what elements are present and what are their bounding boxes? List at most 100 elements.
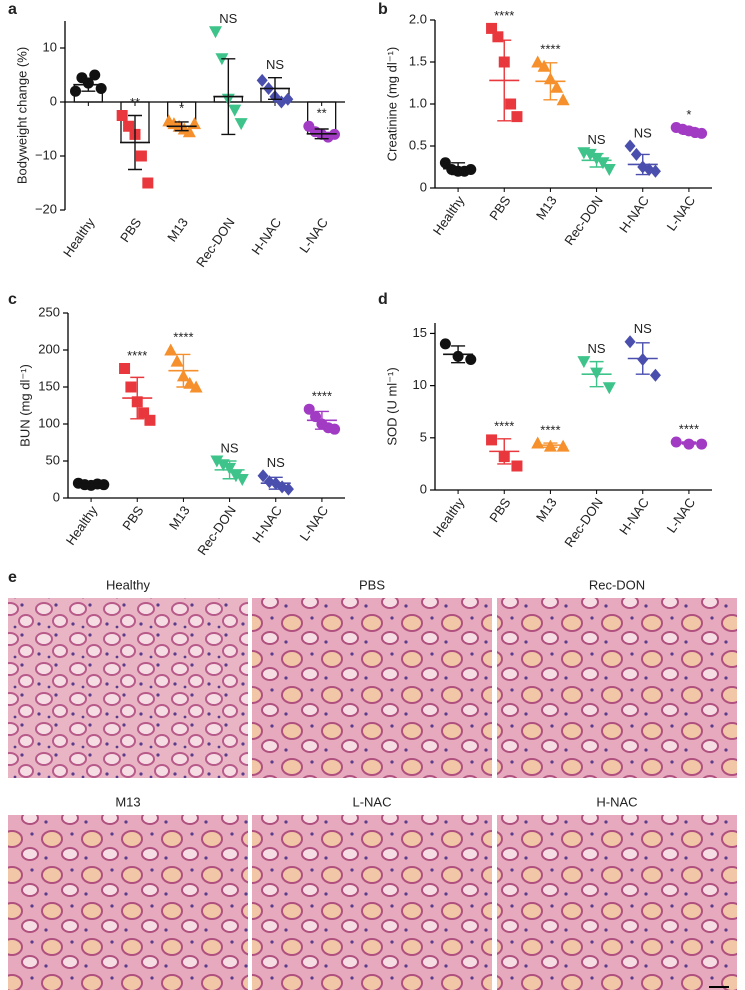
- data-point: [209, 26, 222, 39]
- data-point: [303, 403, 315, 415]
- data-point: [465, 354, 477, 366]
- x-tick-label: Rec-DON: [561, 495, 606, 550]
- y-axis-title: BUN (mg dl⁻¹): [17, 364, 32, 447]
- image-title: PBS: [359, 577, 385, 592]
- significance-label: NS: [221, 440, 239, 455]
- y-axis-title: Creatinine (mg dl⁻¹): [384, 47, 399, 162]
- x-tick-label: Healthy: [430, 495, 468, 540]
- data-point: [234, 118, 248, 131]
- image-title: M13: [115, 794, 140, 809]
- image-title: H-NAC: [596, 794, 637, 809]
- significance-label: **: [130, 95, 140, 110]
- data-point: [144, 414, 156, 426]
- y-tick-label: 0: [50, 93, 57, 108]
- data-point: [556, 93, 570, 106]
- x-tick-label: PBS: [117, 215, 144, 245]
- panel-label: d: [378, 291, 388, 308]
- x-tick-label: M13: [533, 495, 560, 524]
- x-tick-label: H-NAC: [249, 503, 285, 545]
- significance-label: ****: [127, 348, 147, 363]
- significance-label: NS: [588, 132, 606, 147]
- data-point: [624, 335, 636, 349]
- data-point: [505, 98, 517, 110]
- data-point: [95, 83, 107, 94]
- data-point: [465, 164, 477, 176]
- data-point: [282, 92, 294, 106]
- data-point: [624, 139, 636, 153]
- histology-image: [252, 815, 492, 990]
- y-tick-label: 0: [420, 481, 427, 496]
- y-tick-label: 0.5: [409, 137, 427, 152]
- significance-label: ****: [494, 8, 514, 23]
- y-tick-label: 1.0: [409, 95, 427, 110]
- y-tick-label: 250: [38, 304, 60, 319]
- data-point: [486, 22, 498, 34]
- x-tick-label: Healthy: [60, 215, 98, 260]
- x-tick-label: Healthy: [63, 503, 101, 548]
- data-point: [537, 59, 551, 72]
- x-tick-label: PBS: [486, 495, 513, 525]
- data-point: [531, 436, 545, 449]
- y-tick-label: 15: [413, 325, 427, 340]
- significance-label: ****: [312, 389, 332, 404]
- significance-label: **: [317, 106, 327, 121]
- y-tick-label: 0: [53, 489, 60, 504]
- significance-label: ****: [540, 41, 560, 56]
- x-tick-label: M13: [533, 193, 560, 222]
- data-point: [696, 127, 708, 139]
- significance-label: ****: [540, 422, 560, 437]
- x-tick-label: H-NAC: [616, 193, 652, 235]
- x-tick-label: L-NAC: [664, 495, 699, 536]
- data-point: [439, 338, 451, 350]
- x-tick-label: Healthy: [430, 193, 468, 238]
- significance-label: *: [686, 107, 691, 122]
- histology-image: [497, 815, 737, 990]
- data-point: [577, 356, 591, 369]
- y-tick-label: 150: [38, 378, 60, 393]
- data-point: [125, 381, 137, 393]
- significance-label: ****: [173, 329, 193, 344]
- data-point: [189, 380, 203, 393]
- data-point: [550, 80, 564, 93]
- x-tick-label: L-NAC: [296, 215, 331, 256]
- data-point: [329, 423, 341, 435]
- data-point: [229, 470, 243, 483]
- x-tick-label: PBS: [119, 503, 146, 533]
- x-tick-label: PBS: [486, 193, 513, 223]
- image-title: L-NAC: [352, 794, 391, 809]
- data-point: [649, 368, 661, 382]
- histology-image: [8, 815, 248, 990]
- y-tick-label: 0: [420, 179, 427, 194]
- data-point: [256, 73, 268, 87]
- data-point: [170, 354, 184, 367]
- data-point: [310, 411, 322, 423]
- y-tick-label: −20: [35, 201, 57, 216]
- y-tick-label: 50: [46, 452, 60, 467]
- data-point: [188, 117, 201, 130]
- image-title: Healthy: [106, 577, 151, 592]
- x-tick-label: M13: [166, 503, 193, 532]
- data-point: [119, 363, 131, 374]
- significance-label: *: [179, 100, 184, 115]
- data-point: [696, 438, 708, 450]
- y-tick-label: −10: [35, 147, 57, 162]
- data-point: [649, 164, 661, 178]
- histology-image: [497, 598, 737, 778]
- y-tick-label: 100: [38, 415, 60, 430]
- x-tick-label: L-NAC: [664, 193, 699, 234]
- x-tick-label: Rec-DON: [561, 193, 606, 248]
- image-title: Rec-DON: [589, 577, 645, 592]
- significance-label: NS: [634, 321, 652, 336]
- data-point: [670, 436, 682, 448]
- data-point: [511, 460, 523, 472]
- data-point: [70, 85, 81, 97]
- data-point: [282, 482, 294, 496]
- x-tick-label: Rec-DON: [194, 503, 239, 558]
- significance-label: NS: [267, 455, 285, 470]
- significance-label: NS: [266, 57, 284, 72]
- y-tick-label: 10: [43, 39, 57, 54]
- panel-label: c: [8, 291, 17, 308]
- data-point: [486, 434, 498, 446]
- significance-label: ****: [679, 421, 699, 436]
